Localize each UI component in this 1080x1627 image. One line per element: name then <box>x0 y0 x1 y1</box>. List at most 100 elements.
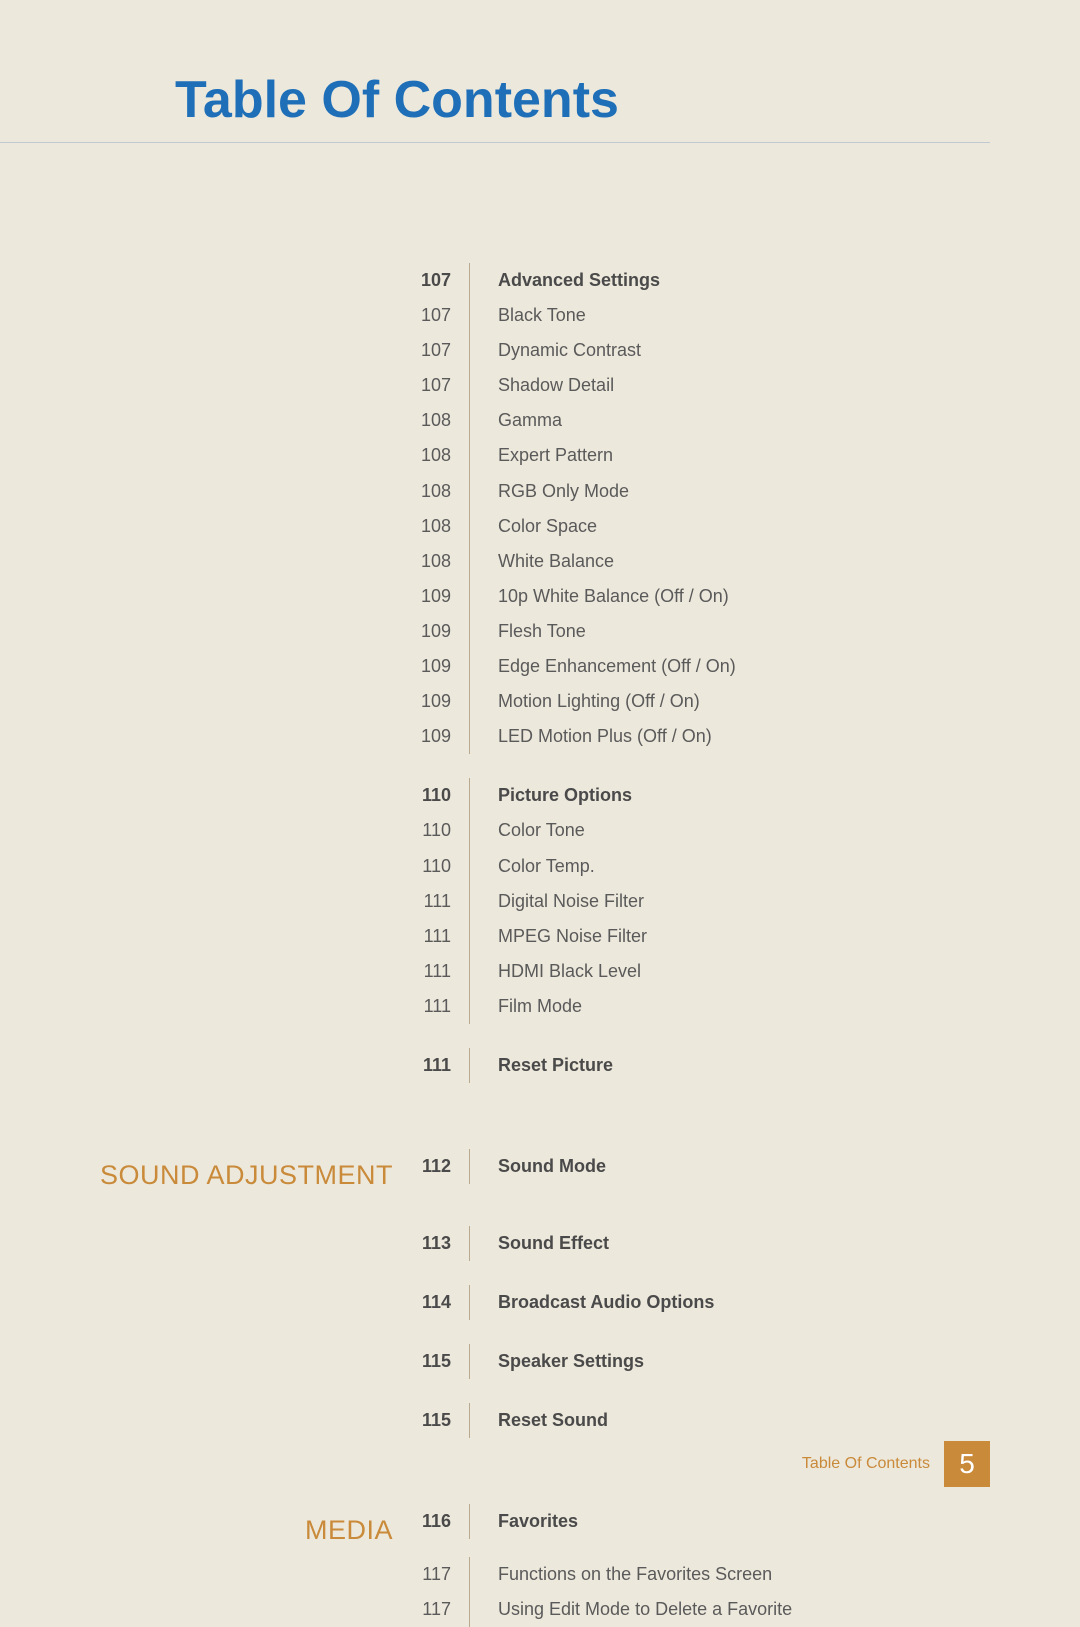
toc-row[interactable]: 108Expert Pattern <box>0 438 990 473</box>
toc-entry-title: Advanced Settings <box>470 263 660 298</box>
toc-row[interactable]: 111HDMI Black Level <box>0 954 990 989</box>
toc-entry-title: Color Temp. <box>470 849 595 884</box>
toc-row[interactable]: 111Reset Picture <box>0 1048 990 1083</box>
toc-group: 114Broadcast Audio Options <box>0 1285 990 1320</box>
toc-page-number: 107 <box>415 368 470 403</box>
toc-row[interactable]: 111Film Mode <box>0 989 990 1024</box>
toc-page-number: 108 <box>415 544 470 579</box>
toc-entry-title: Digital Noise Filter <box>470 884 644 919</box>
toc-row[interactable]: 108Color Space <box>0 509 990 544</box>
toc-entry-title: Picture Options <box>470 778 632 813</box>
toc-page-number: 109 <box>415 649 470 684</box>
toc-page-number: 112 <box>415 1149 470 1184</box>
toc-row[interactable]: 111MPEG Noise Filter <box>0 919 990 954</box>
toc-page-number: 116 <box>415 1504 470 1539</box>
toc-row[interactable]: 114Broadcast Audio Options <box>0 1285 990 1320</box>
toc-page-number: 108 <box>415 438 470 473</box>
toc-entry-title: Sound Effect <box>470 1226 609 1261</box>
toc-row[interactable]: 109Edge Enhancement (Off / On) <box>0 649 990 684</box>
toc-page-number: 109 <box>415 719 470 754</box>
toc-row[interactable]: 113Sound Effect <box>0 1226 990 1261</box>
toc-entry-title: Functions on the Favorites Screen <box>470 1557 772 1592</box>
toc-page-number: 110 <box>415 778 470 813</box>
toc-entry-title: MPEG Noise Filter <box>470 919 647 954</box>
toc-group: SOUND ADJUSTMENT112Sound Mode <box>0 1149 990 1202</box>
toc-section-label: MEDIA <box>0 1504 415 1557</box>
toc-page-number: 117 <box>415 1557 470 1592</box>
toc-entry-title: Dynamic Contrast <box>470 333 641 368</box>
toc-entry-title: Color Space <box>470 509 597 544</box>
toc-row[interactable]: 110Color Tone <box>0 813 990 848</box>
toc-page-number: 107 <box>415 263 470 298</box>
toc-group: 107Advanced Settings107Black Tone107Dyna… <box>0 263 990 754</box>
toc-row[interactable]: 110Picture Options <box>0 778 990 813</box>
toc-page-number: 113 <box>415 1226 470 1261</box>
toc-row[interactable]: SOUND ADJUSTMENT112Sound Mode <box>0 1149 990 1202</box>
toc-row[interactable]: 109Flesh Tone <box>0 614 990 649</box>
toc-entry-title: Sound Mode <box>470 1149 606 1184</box>
toc-row[interactable]: 10910p White Balance (Off / On) <box>0 579 990 614</box>
toc-row[interactable]: 117Using Edit Mode to Delete a Favorite <box>0 1592 990 1627</box>
toc-row[interactable]: 107Advanced Settings <box>0 263 990 298</box>
toc-entry-title: LED Motion Plus (Off / On) <box>470 719 712 754</box>
toc-page-number: 108 <box>415 509 470 544</box>
toc-page-number: 108 <box>415 403 470 438</box>
toc-page-number: 111 <box>415 989 470 1024</box>
toc-page-number: 110 <box>415 813 470 848</box>
toc-entry-title: Flesh Tone <box>470 614 586 649</box>
toc-entry-title: Broadcast Audio Options <box>470 1285 714 1320</box>
toc-page-number: 110 <box>415 849 470 884</box>
toc-page-number: 115 <box>415 1403 470 1438</box>
toc-row[interactable]: 107Dynamic Contrast <box>0 333 990 368</box>
toc-row[interactable]: MEDIA116Favorites <box>0 1504 990 1557</box>
toc-page-number: 111 <box>415 954 470 989</box>
toc-entry-title: Expert Pattern <box>470 438 613 473</box>
toc-entry-title: Using Edit Mode to Delete a Favorite <box>470 1592 792 1627</box>
toc-row[interactable]: 108RGB Only Mode <box>0 474 990 509</box>
toc-row[interactable]: 115Speaker Settings <box>0 1344 990 1379</box>
footer-page-number: 5 <box>944 1441 990 1487</box>
toc-entry-title: Film Mode <box>470 989 582 1024</box>
toc-row[interactable]: 111Digital Noise Filter <box>0 884 990 919</box>
section-gap <box>0 1107 990 1149</box>
footer-label: Table Of Contents <box>802 1455 930 1473</box>
toc-row[interactable]: 110Color Temp. <box>0 849 990 884</box>
toc-group: MEDIA116Favorites117Functions on the Fav… <box>0 1504 990 1627</box>
toc-entry-title: Black Tone <box>470 298 586 333</box>
toc-group: 113Sound Effect <box>0 1226 990 1261</box>
toc-entry-title: HDMI Black Level <box>470 954 641 989</box>
toc-entry-title: Reset Picture <box>470 1048 613 1083</box>
toc-entry-title: Reset Sound <box>470 1403 608 1438</box>
toc-row[interactable]: 107Shadow Detail <box>0 368 990 403</box>
page-title: Table Of Contents <box>0 0 990 143</box>
toc-page-number: 108 <box>415 474 470 509</box>
toc-entry-title: 10p White Balance (Off / On) <box>470 579 729 614</box>
toc-row[interactable]: 117Functions on the Favorites Screen <box>0 1557 990 1592</box>
toc-row[interactable]: 109Motion Lighting (Off / On) <box>0 684 990 719</box>
toc-row[interactable]: 109LED Motion Plus (Off / On) <box>0 719 990 754</box>
toc-section-label: SOUND ADJUSTMENT <box>0 1149 415 1202</box>
footer: Table Of Contents 5 <box>802 1441 990 1487</box>
toc-group: 110Picture Options110Color Tone110Color … <box>0 778 990 1024</box>
toc-group: 115Reset Sound <box>0 1403 990 1438</box>
toc-row[interactable]: 107Black Tone <box>0 298 990 333</box>
toc-entry-title: RGB Only Mode <box>470 474 629 509</box>
toc-page-number: 109 <box>415 614 470 649</box>
toc-entry-title: Speaker Settings <box>470 1344 644 1379</box>
toc-row[interactable]: 108White Balance <box>0 544 990 579</box>
toc-page-number: 115 <box>415 1344 470 1379</box>
toc-page-number: 117 <box>415 1592 470 1627</box>
toc-container: 107Advanced Settings107Black Tone107Dyna… <box>0 143 1080 1627</box>
toc-page-number: 109 <box>415 579 470 614</box>
toc-entry-title: Motion Lighting (Off / On) <box>470 684 700 719</box>
toc-entry-title: Gamma <box>470 403 562 438</box>
toc-entry-title: Edge Enhancement (Off / On) <box>470 649 736 684</box>
toc-row[interactable]: 115Reset Sound <box>0 1403 990 1438</box>
toc-row[interactable]: 108Gamma <box>0 403 990 438</box>
toc-entry-title: Shadow Detail <box>470 368 614 403</box>
toc-group: 111Reset Picture <box>0 1048 990 1083</box>
toc-page-number: 111 <box>415 1048 470 1083</box>
toc-page-number: 111 <box>415 919 470 954</box>
toc-entry-title: Color Tone <box>470 813 585 848</box>
toc-page-number: 111 <box>415 884 470 919</box>
